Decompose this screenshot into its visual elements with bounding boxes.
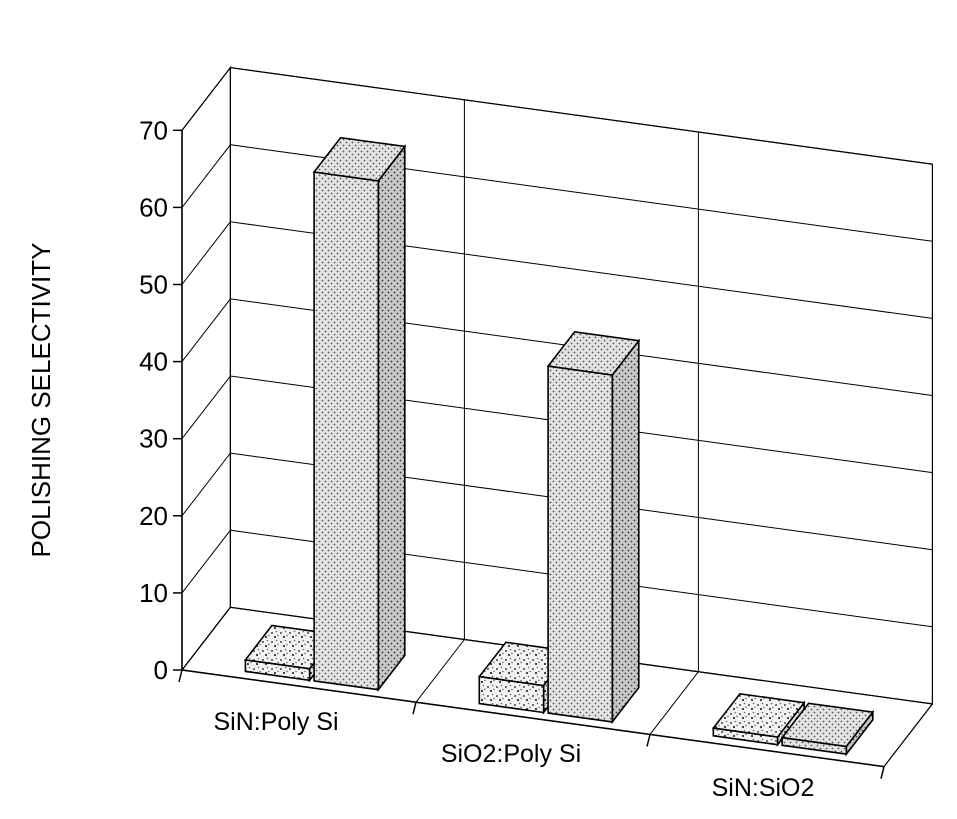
y-tick-label: 60	[139, 192, 168, 222]
y-tick-label: 50	[139, 270, 168, 300]
gridline-50	[182, 222, 932, 319]
x-tick-mark	[881, 767, 884, 779]
x-tick-mark	[179, 670, 182, 682]
bars	[245, 138, 872, 754]
bar-front	[548, 366, 612, 722]
gridline-70	[182, 68, 932, 165]
category-label: SiN:Poly Si	[213, 708, 338, 736]
bar-side	[612, 341, 639, 722]
bar-2-1	[314, 138, 405, 690]
y-tick-label: 70	[139, 115, 168, 145]
gridline-60	[182, 145, 932, 242]
y-tick-label: 20	[139, 501, 168, 531]
category-label: SiO2:Poly Si	[441, 740, 581, 768]
y-tick-label: 10	[139, 578, 168, 608]
category-label: SiN:SiO2	[712, 774, 815, 802]
y-tick-label: 0	[154, 655, 168, 685]
side-wall	[182, 68, 230, 670]
x-tick-mark	[647, 734, 650, 746]
y-tick-label: 40	[139, 347, 168, 377]
bar-front	[314, 172, 378, 690]
category-divider-1	[416, 100, 464, 702]
bar-side	[378, 147, 405, 690]
x-tick-mark	[413, 702, 416, 714]
category-divider-2	[650, 132, 698, 734]
y-tick-label: 30	[139, 424, 168, 454]
bar-2-2	[548, 332, 639, 722]
y-axis-label: POLISHING SELECTIVITY	[26, 243, 56, 558]
y-tick-labels: 0 10 20 30 40 50 60 70	[139, 115, 168, 685]
